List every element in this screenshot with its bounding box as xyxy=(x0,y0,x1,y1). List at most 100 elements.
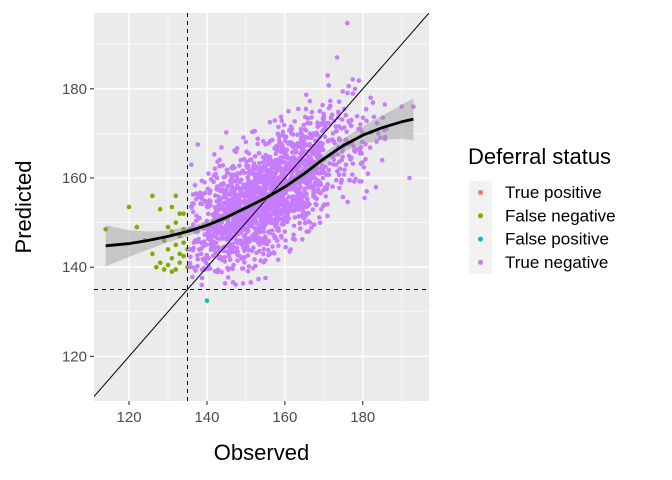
point-true-negative xyxy=(289,131,294,136)
point-true-negative xyxy=(277,199,283,205)
legend-label: True positive xyxy=(505,183,602,202)
point-true-negative xyxy=(336,109,341,115)
point-true-negative xyxy=(224,130,229,135)
point-true-negative xyxy=(217,236,222,242)
point-true-negative xyxy=(233,282,238,287)
point-true-negative xyxy=(240,168,245,173)
point-true-negative xyxy=(254,213,260,219)
point-true-negative xyxy=(192,238,198,243)
point-true-negative xyxy=(233,179,238,184)
point-true-negative xyxy=(199,282,204,288)
point-true-negative xyxy=(212,205,218,210)
point-true-negative xyxy=(255,136,261,142)
point-true-negative xyxy=(282,134,288,139)
point-true-negative xyxy=(261,209,266,215)
point-true-negative xyxy=(224,237,229,242)
point-false-negative xyxy=(177,260,182,266)
point-true-negative xyxy=(217,246,222,252)
point-true-negative xyxy=(264,191,270,196)
point-true-negative xyxy=(220,227,226,233)
point-true-negative xyxy=(363,107,369,112)
point-true-negative xyxy=(237,179,242,185)
point-true-negative xyxy=(260,221,266,227)
point-false-negative xyxy=(161,267,167,272)
point-true-negative xyxy=(298,126,304,132)
point-true-negative xyxy=(297,226,303,231)
point-true-negative xyxy=(307,201,312,207)
point-true-negative xyxy=(280,208,286,214)
point-false-negative xyxy=(161,238,167,243)
point-true-negative xyxy=(267,155,272,161)
point-true-negative xyxy=(315,124,321,129)
point-true-negative xyxy=(230,241,236,247)
point-true-negative xyxy=(304,191,309,197)
point-true-negative xyxy=(354,114,360,119)
point-true-negative xyxy=(217,207,223,212)
point-true-negative xyxy=(331,139,337,144)
point-true-negative xyxy=(279,221,285,227)
point-true-negative xyxy=(292,215,298,220)
point-true-negative xyxy=(277,160,283,165)
point-true-negative xyxy=(226,197,231,203)
point-true-negative xyxy=(296,180,301,185)
point-true-negative xyxy=(310,207,316,212)
point-true-negative xyxy=(188,254,193,260)
legend: Deferral status True positive False negat… xyxy=(468,144,616,274)
point-true-negative xyxy=(276,124,281,130)
point-true-negative xyxy=(278,114,284,120)
point-true-negative xyxy=(258,169,264,175)
point-true-negative xyxy=(190,222,196,227)
point-true-negative xyxy=(255,173,261,178)
point-true-negative xyxy=(225,249,231,254)
point-true-negative xyxy=(252,165,257,170)
point-true-negative xyxy=(399,104,405,109)
point-true-negative xyxy=(307,131,313,136)
point-true-negative xyxy=(321,111,326,117)
point-true-negative xyxy=(411,104,416,109)
point-true-negative xyxy=(279,118,285,123)
point-true-negative xyxy=(219,232,224,238)
point-true-negative xyxy=(189,162,194,167)
point-true-negative xyxy=(203,260,209,266)
point-true-negative xyxy=(239,228,245,233)
point-true-negative xyxy=(193,191,199,196)
point-true-negative xyxy=(328,98,333,104)
point-true-negative xyxy=(217,157,222,163)
point-true-negative xyxy=(273,201,279,206)
point-true-negative xyxy=(244,159,249,164)
point-true-negative xyxy=(280,194,286,199)
point-true-negative xyxy=(245,253,251,258)
point-true-negative xyxy=(275,175,281,181)
point-true-negative xyxy=(242,233,248,238)
point-true-negative xyxy=(371,114,377,120)
point-true-negative xyxy=(196,247,202,252)
point-true-negative xyxy=(317,220,323,226)
point-true-negative xyxy=(304,196,310,201)
point-true-negative xyxy=(312,147,318,152)
point-true-negative xyxy=(321,116,326,121)
point-true-negative xyxy=(305,211,310,216)
point-true-negative xyxy=(263,275,268,281)
point-true-negative xyxy=(288,163,294,169)
point-true-negative xyxy=(276,134,282,139)
point-true-negative xyxy=(209,245,214,250)
point-true-negative xyxy=(334,55,340,60)
point-false-negative xyxy=(173,220,179,225)
point-true-negative xyxy=(337,166,343,172)
point-true-negative xyxy=(261,246,267,252)
point-true-negative xyxy=(231,225,236,231)
point-true-negative xyxy=(327,138,332,143)
point-true-negative xyxy=(327,161,333,166)
point-true-negative xyxy=(364,118,369,124)
point-true-negative xyxy=(260,154,266,160)
point-true-negative xyxy=(258,258,264,263)
point-false-negative xyxy=(169,255,175,261)
point-true-negative xyxy=(231,262,236,268)
point-true-negative xyxy=(195,229,201,234)
point-true-negative xyxy=(267,120,273,125)
point-true-negative xyxy=(255,227,260,232)
point-true-negative xyxy=(213,212,218,217)
point-true-negative xyxy=(315,178,321,183)
point-true-negative xyxy=(230,195,236,201)
point-true-negative xyxy=(192,182,198,188)
